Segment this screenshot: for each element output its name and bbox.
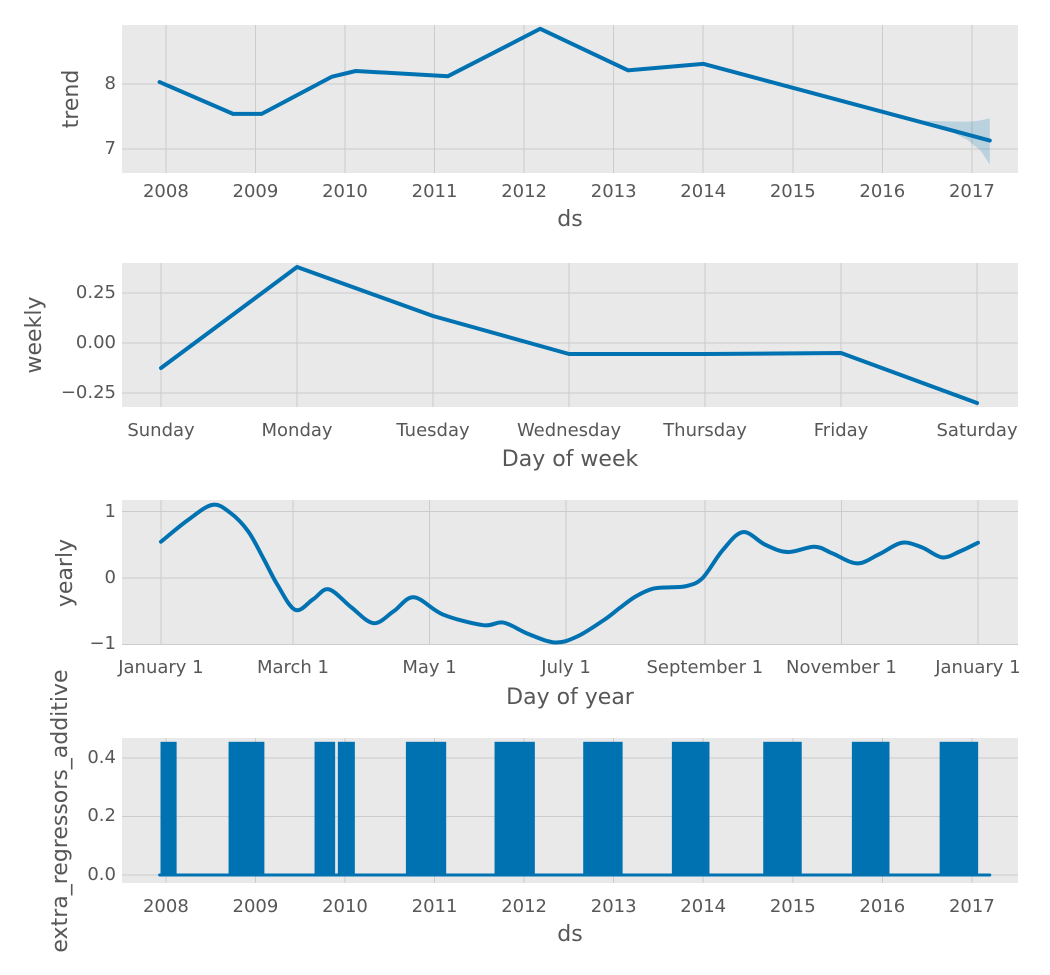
yearly-plot-area — [122, 500, 1018, 645]
regressor-bar — [314, 741, 336, 875]
uncertainty-band — [913, 118, 990, 165]
y-tick-label: 0.25 — [75, 282, 116, 303]
x-tick-label: 2012 — [501, 896, 547, 917]
y-tick-label: 0.2 — [87, 805, 116, 827]
x-tick-label: September 1 — [646, 657, 764, 678]
x-tick-label: March 1 — [256, 657, 330, 678]
trend-x-axis-label: ds — [557, 207, 583, 232]
regressor-bar — [763, 741, 802, 875]
x-tick-label: 2016 — [859, 896, 906, 917]
x-tick-label: 2011 — [411, 181, 458, 202]
regressor-bar — [494, 741, 535, 875]
x-tick-label: November 1 — [785, 657, 897, 678]
x-tick-label: 2013 — [590, 181, 637, 202]
x-tick-label: Wednesday — [516, 420, 622, 441]
y-tick-label: 8 — [104, 72, 116, 94]
x-tick-label: 2017 — [948, 896, 995, 917]
x-tick-label: 2015 — [769, 896, 816, 917]
weekly-x-axis-label: Day of week — [501, 447, 639, 472]
extra-regressors-chart-canvas — [122, 738, 1018, 883]
weekly-plot-area — [122, 263, 1018, 407]
trend-plot-area — [122, 25, 1018, 173]
y-tick-label: −0.25 — [60, 382, 116, 403]
x-tick-label: Tuesday — [396, 420, 470, 441]
extra-regressors-plot-area — [122, 738, 1018, 883]
regressor-bar — [228, 741, 265, 875]
weekly-line — [159, 265, 980, 405]
yearly-line — [158, 502, 980, 645]
yearly-chart-canvas — [122, 500, 1018, 645]
x-tick-label: 2014 — [680, 896, 727, 917]
x-tick-label: 2017 — [948, 181, 995, 202]
regressor-bar — [405, 741, 447, 875]
x-tick-label: Monday — [261, 420, 333, 441]
x-tick-label: 2013 — [590, 896, 637, 917]
regressor-bar — [671, 741, 710, 875]
x-tick-label: Friday — [813, 420, 869, 441]
y-tick-label: 0 — [104, 566, 116, 588]
y-tick-label: 0.4 — [87, 746, 116, 768]
x-tick-label: 2014 — [680, 181, 727, 202]
trend-chart-canvas — [122, 25, 1018, 173]
x-tick-label: 2015 — [769, 181, 816, 202]
x-tick-label: Sunday — [127, 420, 195, 441]
x-tick-label: 2016 — [859, 181, 906, 202]
regressor-bar — [939, 741, 979, 875]
y-tick-label: −1 — [89, 633, 116, 655]
yearly-x-axis-label: Day of year — [506, 685, 634, 710]
x-tick-label: May 1 — [402, 657, 457, 678]
x-tick-label: 2008 — [142, 181, 189, 202]
extra-regressors-x-axis-label: ds — [557, 922, 583, 947]
x-tick-label: January 1 — [935, 657, 1021, 678]
trend-line — [157, 26, 992, 143]
x-tick-label: 2012 — [501, 181, 547, 202]
x-tick-label: January 1 — [118, 657, 204, 678]
x-tick-label: July 1 — [541, 657, 591, 678]
x-tick-label: 2009 — [232, 181, 279, 202]
x-tick-label: Saturday — [936, 420, 1018, 441]
x-tick-label: 2010 — [322, 896, 368, 917]
x-tick-label: 2010 — [322, 181, 368, 202]
regressor-bar — [337, 741, 355, 875]
x-tick-label: 2009 — [232, 896, 279, 917]
y-tick-label: 7 — [104, 137, 116, 159]
regressor-bar — [160, 741, 177, 875]
x-tick-label: Thursday — [663, 420, 747, 441]
y-tick-label: 0.00 — [75, 332, 116, 353]
y-tick-label: 1 — [104, 500, 116, 522]
x-tick-label: 2011 — [411, 896, 458, 917]
regressor-bar — [583, 741, 623, 875]
extra-regressors-y-axis-label: extra_regressors_additive — [48, 668, 73, 953]
regressor-bar — [851, 741, 890, 875]
weekly-chart-canvas — [122, 263, 1018, 407]
y-tick-label: 0.0 — [87, 863, 116, 885]
x-tick-label: 2008 — [142, 896, 189, 917]
